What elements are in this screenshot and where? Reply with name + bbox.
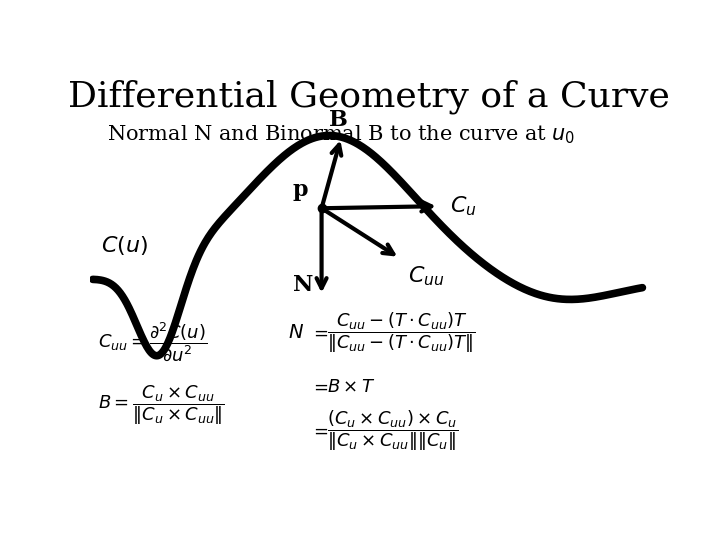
Text: $C_u$: $C_u$ [450,194,477,218]
Text: $\dfrac{C_{uu}-(T \cdot C_{uu})T}{\|C_{uu}-(T \cdot C_{uu})T\|}$: $\dfrac{C_{uu}-(T \cdot C_{uu})T}{\|C_{u… [327,310,476,355]
Text: Differential Geometry of a Curve: Differential Geometry of a Curve [68,79,670,114]
Text: $C(u)$: $C(u)$ [101,234,148,257]
Text: Normal N and Binormal B to the curve at $u_0$: Normal N and Binormal B to the curve at … [107,123,575,146]
Text: B: B [329,109,348,131]
Text: $C_{uu}=\dfrac{\partial^2 C(u)}{\partial u^2}$: $C_{uu}=\dfrac{\partial^2 C(u)}{\partial… [99,321,207,363]
Text: p: p [292,179,307,201]
Text: $C_{uu}$: $C_{uu}$ [408,265,444,288]
Text: $=$: $=$ [310,422,329,440]
Text: $B=\dfrac{C_u \times C_{uu}}{\|C_u \times C_{uu}\|}$: $B=\dfrac{C_u \times C_{uu}}{\|C_u \time… [99,383,225,427]
Text: $=$: $=$ [310,324,329,342]
Text: $\dfrac{(C_u \times C_{uu}) \times C_u}{\|C_u \times C_{uu}\|\|C_u\|}$: $\dfrac{(C_u \times C_{uu}) \times C_u}{… [327,408,459,453]
Text: $=$: $=$ [310,378,329,396]
Text: N: N [293,274,313,296]
Text: $B \times T$: $B \times T$ [327,378,376,396]
Text: $N$: $N$ [288,324,304,342]
